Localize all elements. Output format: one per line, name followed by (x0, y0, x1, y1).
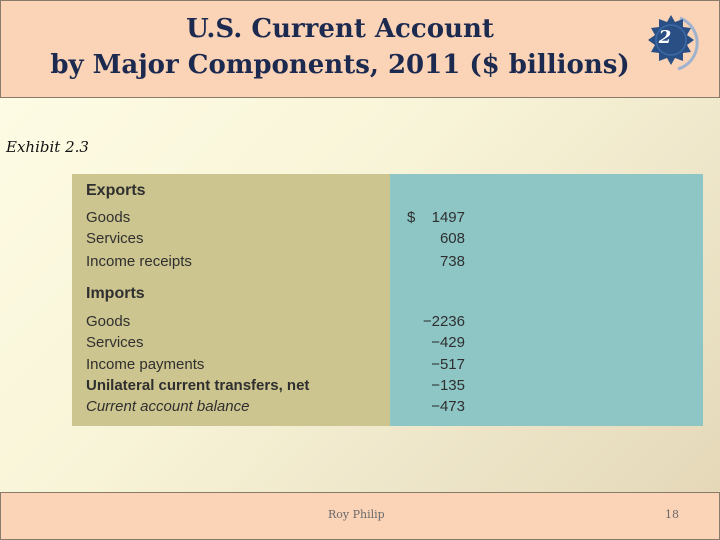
row-value-goods-exports: 1497 (431, 209, 465, 226)
page-number: 18 (665, 508, 679, 521)
row-value-current-account-balance: −473 (431, 398, 465, 415)
row-value-income-receipts: 738 (439, 253, 465, 270)
section-heading-exports: Exports (86, 182, 146, 199)
row-label-income-payments: Income payments (86, 356, 205, 373)
table-value-column (390, 174, 703, 426)
chapter-number: 2 (658, 27, 672, 48)
row-label-income-receipts: Income receipts (86, 253, 192, 270)
row-label-goods-imports: Goods (86, 313, 131, 330)
chapter-gear-icon (648, 15, 699, 71)
currency-symbol: $ (407, 209, 416, 226)
slide-title-line-2: by Major Components, 2011 ($ billions) (50, 50, 630, 80)
title-bar (0, 0, 720, 98)
row-label-current-account-balance: Current account balance (86, 398, 250, 415)
footer-author: Roy Philip (328, 508, 385, 521)
row-value-services-exports: 608 (439, 230, 465, 247)
exhibit-label: Exhibit 2.3 (6, 138, 89, 156)
row-label-goods-exports: Goods (86, 209, 131, 226)
row-value-income-payments: −517 (431, 356, 465, 373)
row-value-unilateral-transfers: −135 (431, 377, 465, 394)
slide-title-line-1: U.S. Current Account (186, 14, 494, 44)
row-value-services-imports: −429 (431, 334, 465, 351)
row-value-goods-imports: −2236 (422, 313, 465, 330)
section-heading-imports: Imports (86, 285, 145, 302)
row-label-services-exports: Services (86, 230, 144, 247)
table-label-column (72, 174, 390, 426)
row-label-services-imports: Services (86, 334, 144, 351)
row-label-unilateral-transfers: Unilateral current transfers, net (86, 377, 310, 394)
